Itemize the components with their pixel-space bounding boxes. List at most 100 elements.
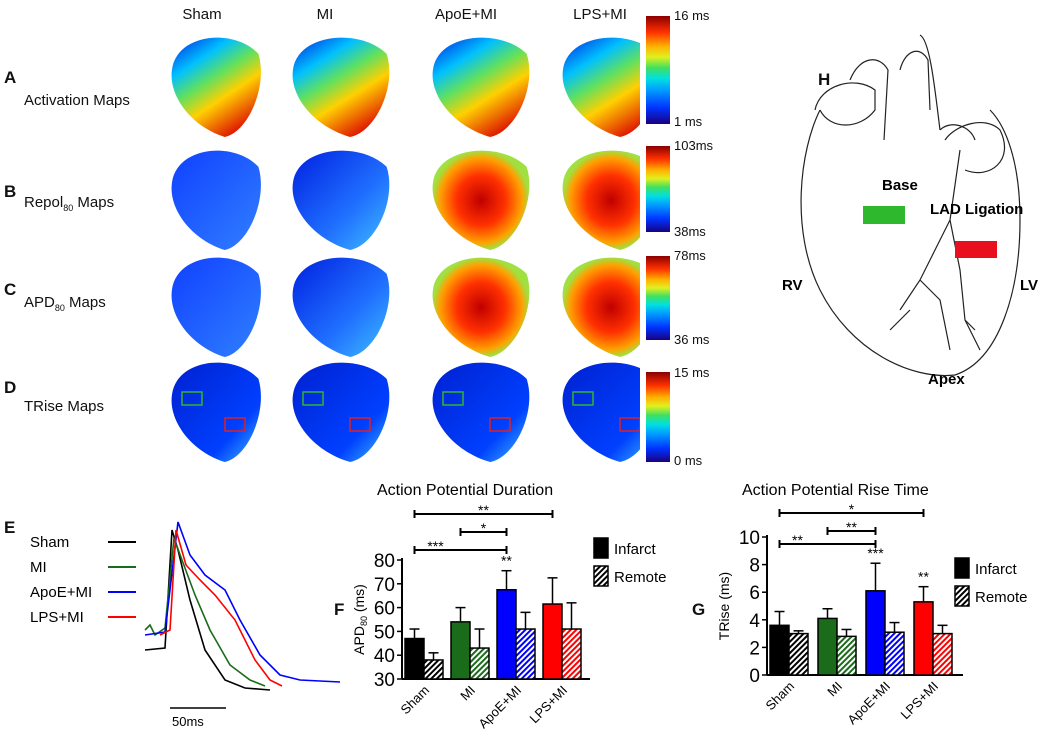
legend-label: Remote	[975, 589, 1028, 606]
map-apd-apoe-mi	[432, 257, 530, 357]
roi-infarct-box	[619, 417, 640, 432]
x-tick-label: Sham	[397, 683, 432, 718]
y-tick-label: 30	[374, 670, 395, 691]
panel-label-b: B	[4, 182, 17, 201]
bar-infarct-2	[865, 590, 886, 676]
row-label-activation: Activation Maps	[24, 92, 130, 109]
x-tick-label: ApoE+MI	[475, 683, 524, 732]
roi-infarct-box	[489, 417, 511, 432]
map-repol-mi	[292, 150, 390, 250]
row-label-repol-rest: Maps	[73, 194, 115, 211]
vessel	[939, 124, 976, 141]
chart-title: Action Potential Duration	[377, 482, 553, 499]
remote-region-marker	[863, 206, 905, 224]
significance-label: *	[481, 520, 487, 536]
left-atrium	[944, 121, 1006, 174]
row-label-apd: APD80 Maps	[24, 294, 106, 313]
y-tick-label: 0	[749, 666, 760, 687]
panel-label-c: C	[4, 280, 17, 299]
label-lv: LV	[1020, 277, 1038, 294]
x-tick-label: MI	[824, 679, 845, 700]
legend-swatch	[593, 537, 609, 559]
map-apd-mi	[292, 257, 390, 357]
colorbar-trise-min: 0 ms	[674, 453, 703, 468]
bar-infarct-2	[496, 589, 517, 680]
bar-remote-1	[836, 635, 857, 676]
colorbar-apd-max: 78ms	[674, 248, 706, 263]
trace-legend-label: ApoE+MI	[30, 584, 92, 601]
bar-remote-0	[788, 632, 809, 676]
bar-significance-label: **	[501, 553, 512, 569]
bar-infarct-1	[450, 621, 471, 680]
panel-label-g: G	[692, 600, 706, 619]
pulmonary-artery	[899, 50, 931, 111]
colorbar-trise-max: 15 ms	[674, 365, 710, 380]
right-atrium	[814, 82, 876, 126]
coronary-branches	[889, 309, 976, 331]
x-tick-label: Sham	[762, 679, 797, 714]
map-repol-lps-mi	[562, 150, 640, 250]
map-trise-sham	[171, 362, 261, 462]
map-trise-apoe-mi	[432, 362, 530, 462]
panel-label-a: A	[4, 68, 17, 87]
panel-label-f: F	[334, 600, 345, 619]
bar-infarct-0	[404, 637, 425, 680]
trace-legend-label: MI	[30, 559, 47, 576]
x-tick-label: ApoE+MI	[844, 679, 893, 728]
column-heading-apoe-mi: ApoE+MI	[434, 6, 498, 23]
x-tick-label: LPS+MI	[527, 683, 571, 727]
bar-remote-2	[884, 631, 905, 676]
y-axis-label-sub: 80	[359, 616, 369, 626]
row-label-repol-sub: 80	[63, 203, 74, 213]
y-axis-label: TRise (ms)	[716, 572, 732, 640]
y-tick-label: 4	[749, 611, 760, 632]
bar-remote-3	[932, 632, 953, 676]
map-apd-lps-mi	[562, 257, 640, 357]
label-lad-ligation: LAD Ligation	[930, 201, 1023, 218]
trace-sham	[144, 529, 271, 691]
colorbar-repol-max: 103ms	[674, 138, 714, 153]
column-heading-mi: MI	[316, 6, 334, 23]
x-tick-label: MI	[457, 683, 478, 704]
infarct-region-marker	[955, 241, 997, 258]
roi-infarct-box	[349, 417, 371, 432]
y-tick-label: 40	[374, 646, 395, 667]
row-label-trise: TRise Maps	[24, 398, 105, 415]
row-label-apd-sub: 80	[54, 303, 65, 313]
map-trise-mi	[292, 362, 390, 462]
colorbar-apd-min: 36 ms	[674, 332, 710, 347]
trace-lps-mi	[159, 529, 283, 687]
y-axis-label: APD80 (ms)	[351, 584, 369, 655]
map-repol-sham	[171, 150, 261, 250]
legend-swatch	[593, 565, 609, 587]
roi-infarct-box	[224, 417, 246, 432]
label-apex: Apex	[928, 371, 965, 388]
colorbar-repol	[646, 146, 670, 232]
bar-infarct-3	[913, 601, 934, 676]
y-tick-label: 2	[749, 638, 760, 659]
significance-label: **	[846, 519, 857, 535]
legend-label: Infarct	[614, 541, 657, 558]
bar-remote-3	[561, 628, 582, 680]
chart-title: Action Potential Rise Time	[742, 482, 929, 499]
significance-label: ***	[427, 538, 444, 554]
row-label-repol: Repol80 Maps	[24, 194, 114, 213]
heart-outline	[800, 109, 1021, 377]
roi-remote-box	[572, 391, 594, 406]
legend-label: Remote	[614, 569, 667, 586]
y-tick-label: 6	[749, 583, 760, 604]
map-repol-apoe-mi	[432, 150, 530, 250]
map-activation-lps-mi	[562, 37, 640, 137]
column-heading-lps-mi: LPS+MI	[573, 6, 627, 23]
label-rv: RV	[782, 277, 803, 294]
bar-remote-0	[423, 659, 444, 680]
bar-remote-2	[515, 628, 536, 680]
bar-significance-label: **	[918, 569, 929, 585]
label-base: Base	[882, 177, 918, 194]
map-apd-sham	[171, 257, 261, 357]
colorbar-trise	[646, 372, 670, 462]
y-tick-label: 10	[739, 528, 760, 549]
column-heading-sham: Sham	[182, 6, 222, 23]
bar-infarct-1	[817, 617, 838, 676]
trace-legend-label: Sham	[30, 534, 69, 551]
